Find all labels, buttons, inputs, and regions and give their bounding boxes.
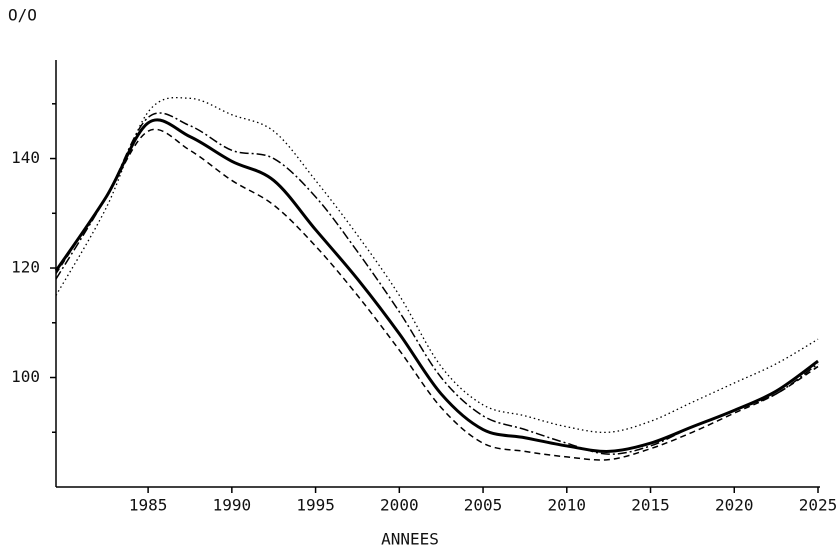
line-series: [54, 118, 819, 453]
x-tick-label: 2005: [464, 496, 503, 515]
x-tick-label: 2015: [631, 496, 670, 515]
x-tick-label: 1985: [129, 496, 168, 515]
y-tick-label: 100: [11, 367, 40, 386]
x-tick-label: 2020: [715, 496, 754, 515]
line-series: [55, 96, 819, 434]
x-axis-label: ANNEES: [381, 530, 439, 549]
x-tick-label: 2025: [799, 496, 838, 515]
y-tick-label: 120: [11, 258, 40, 277]
x-tick-label: 2000: [380, 496, 419, 515]
line-series: [55, 112, 819, 455]
y-tick-label: 140: [11, 148, 40, 167]
x-tick-label: 1995: [296, 496, 335, 515]
line-series: [55, 128, 819, 461]
y-axis-label: O/O: [8, 6, 37, 25]
x-tick-label: 2010: [548, 496, 587, 515]
x-tick-label: 1990: [213, 496, 252, 515]
